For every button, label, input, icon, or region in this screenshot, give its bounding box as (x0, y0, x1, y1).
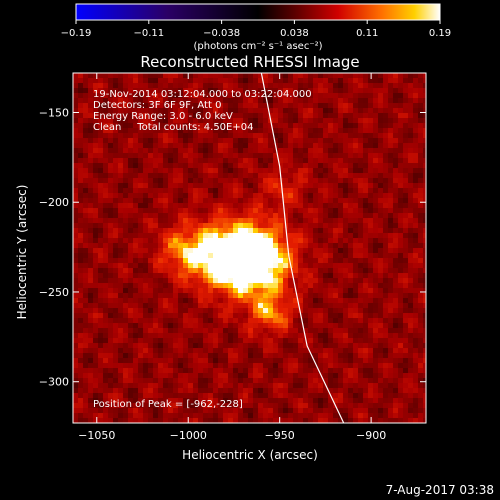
peak-position-text: Position of Peak = [-962,-228] (93, 399, 243, 410)
detectors-text: Detectors: 3F 6F 9F, Att 0 (93, 100, 221, 111)
colorbar-ticks: −0.19 −0.11 −0.038 0.038 0.11 0.19 (61, 20, 451, 39)
colorbar-tick-label: 0.11 (356, 28, 378, 39)
y-tick-label: −300 (39, 376, 69, 389)
colorbar (75, 3, 441, 21)
plot-frame (72, 72, 427, 424)
y-tick-label: −250 (39, 286, 69, 299)
time-range-text: 19-Nov-2014 03:12:04.000 to 03:22:04.000 (93, 89, 312, 100)
footer-date: 7-Aug-2017 03:38 (386, 483, 494, 497)
chart-title: Reconstructed RHESSI Image (140, 53, 359, 71)
heatmap-image (73, 73, 426, 423)
y-tick-label: −150 (39, 106, 69, 119)
x-tick-label: −900 (356, 429, 386, 442)
colorbar-units: (photons cm⁻² s⁻¹ asec⁻²) (193, 41, 322, 52)
solar-limb-line (260, 73, 345, 423)
colorbar-tick-label: −0.19 (61, 28, 92, 39)
x-axis-label: Heliocentric X (arcsec) (182, 448, 318, 462)
y-tick-label: −200 (39, 196, 69, 209)
clean-counts-text: Clean Total counts: 4.50E+04 (93, 122, 253, 133)
x-tick-label: −1000 (170, 429, 207, 442)
axis-ticks: −1050 −1000 −950 −900 −150 −200 −250 −300 (39, 73, 426, 442)
colorbar-tick-label: −0.11 (133, 28, 164, 39)
colorbar-tick-label: −0.038 (203, 28, 240, 39)
colorbar-tick-label: 0.19 (429, 28, 451, 39)
colorbar-tick-label: 0.038 (280, 28, 309, 39)
x-tick-label: −1050 (78, 429, 115, 442)
y-axis-label: Heliocentric Y (arcsec) (15, 185, 29, 320)
x-tick-label: −950 (265, 429, 295, 442)
energy-range-text: Energy Range: 3.0 - 6.0 keV (93, 111, 233, 122)
